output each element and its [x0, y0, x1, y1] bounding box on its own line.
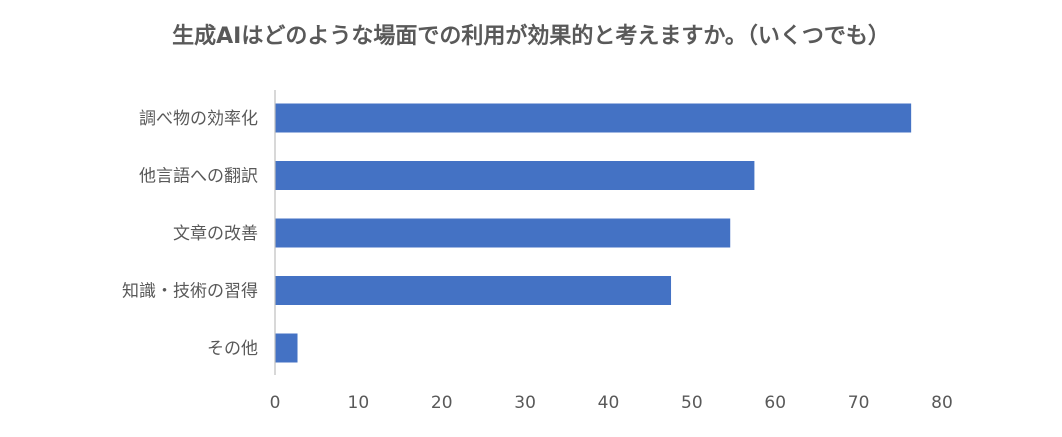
x-tick-label: 50 [681, 393, 703, 413]
x-tick-label: 70 [848, 393, 870, 413]
x-tick-label: 80 [931, 393, 953, 413]
category-label: その他 [207, 339, 258, 359]
category-label: 知識・技術の習得 [122, 282, 258, 302]
x-tick-label: 0 [270, 393, 281, 413]
chart-title: 生成AIはどのような場面での利用が効果的と考えますか。（いくつでも） [172, 23, 890, 49]
bar-5 [275, 333, 298, 363]
bar-3 [275, 218, 731, 248]
category-label: 調べ物の効率化 [139, 109, 258, 129]
x-tick-label: 40 [598, 393, 620, 413]
x-axis-ticks: 0 10 20 30 40 50 60 70 80 [270, 393, 953, 413]
bar-4 [275, 276, 672, 305]
x-tick-label: 60 [764, 393, 786, 413]
x-tick-label: 10 [348, 393, 370, 413]
category-label: 文章の改善 [173, 224, 258, 244]
x-tick-label: 20 [431, 393, 453, 413]
bar-2 [275, 161, 755, 190]
x-tick-label: 30 [514, 393, 536, 413]
bar-1 [275, 103, 912, 133]
category-label: 他言語への翻訳 [139, 167, 258, 187]
bars-layer [275, 103, 912, 363]
